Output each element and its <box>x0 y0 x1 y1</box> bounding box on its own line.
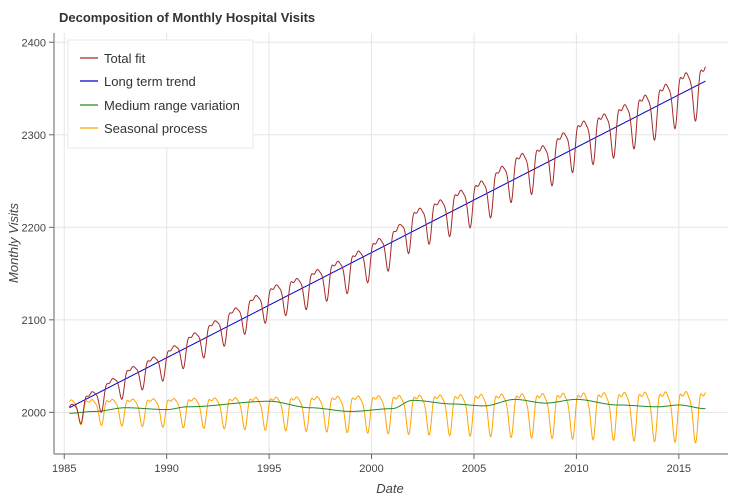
tick-labels: 1985 1990 1995 2000 2005 2010 2015 2000 2100 2200… <box>22 37 692 475</box>
chart-title: Decomposition of Monthly Hospital Visits <box>59 10 315 25</box>
x-tick-label: 2005 <box>462 463 486 475</box>
x-tick-label: 1995 <box>257 463 281 475</box>
legend-label-seasonal-process: Seasonal process <box>104 121 208 136</box>
x-tick-label: 2015 <box>667 463 691 475</box>
legend-label-medium-range-variation: Medium range variation <box>104 98 240 113</box>
x-tick-label: 2010 <box>564 463 588 475</box>
y-tick-label: 2100 <box>22 315 46 327</box>
y-tick-label: 2000 <box>22 407 46 419</box>
series-medium-range-variation <box>69 398 706 414</box>
legend-label-total-fit: Total fit <box>104 51 146 66</box>
x-axis-label: Date <box>376 481 403 496</box>
series-long-term-trend <box>69 80 706 409</box>
x-tick-label: 1990 <box>154 463 178 475</box>
y-axis-label: Monthly Visits <box>6 203 21 283</box>
legend: Total fit Long term trend Medium range v… <box>67 39 254 149</box>
legend-label-long-term-trend: Long term trend <box>104 74 196 89</box>
series-total-fit <box>68 66 706 425</box>
x-tick-label: 1985 <box>52 463 76 475</box>
x-tick-label: 2000 <box>359 463 383 475</box>
y-tick-label: 2400 <box>22 37 46 49</box>
y-tick-label: 2200 <box>22 222 46 234</box>
y-tick-label: 2300 <box>22 130 46 142</box>
series-seasonal-process <box>68 391 706 444</box>
series-group <box>68 66 706 444</box>
legend-box <box>67 39 254 149</box>
